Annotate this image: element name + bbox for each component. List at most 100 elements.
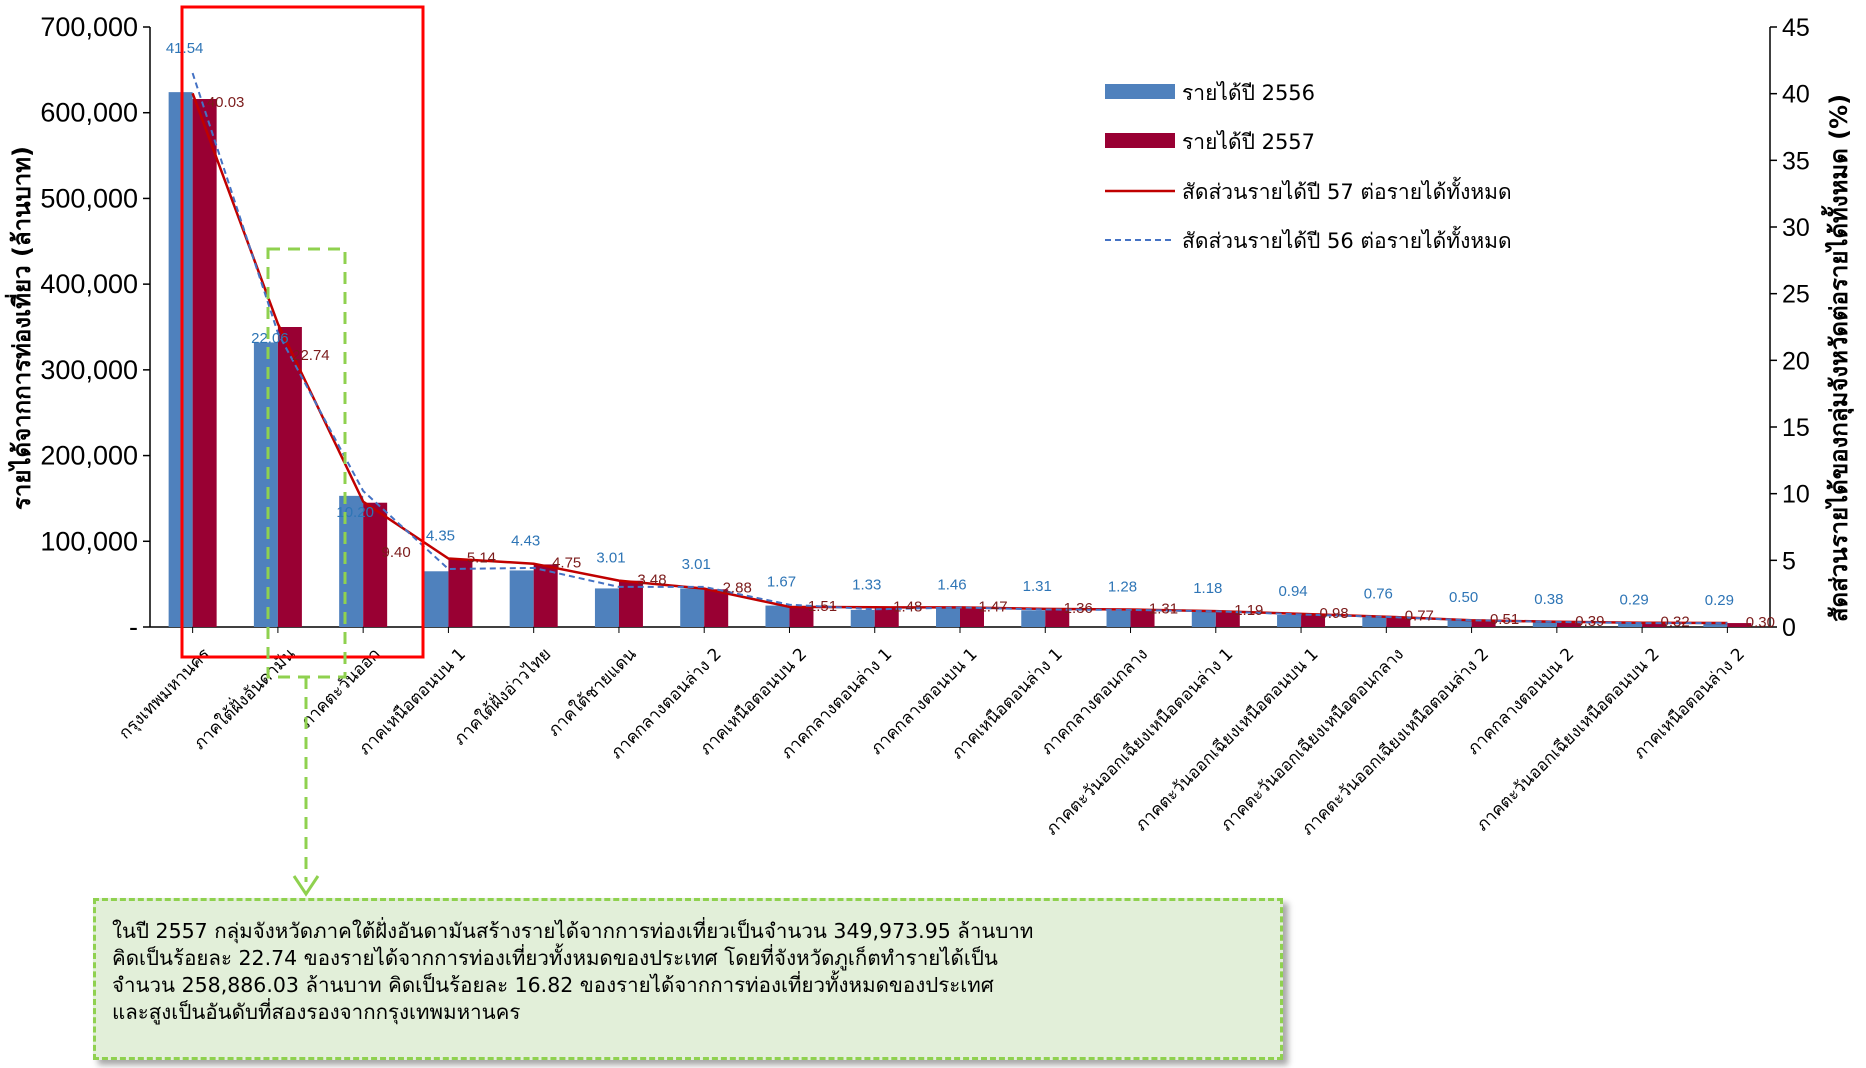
bar-2556 <box>1277 615 1302 627</box>
data-label-56: 0.50 <box>1449 589 1478 606</box>
data-label-56: 1.28 <box>1108 579 1137 596</box>
data-label-56: 0.38 <box>1534 591 1563 608</box>
bar-2557 <box>363 502 388 627</box>
data-label-56: 4.35 <box>426 527 455 544</box>
bar-2557 <box>533 564 558 627</box>
y2-tick-label: 0 <box>1782 614 1796 642</box>
arrow-head-icon <box>292 875 320 897</box>
data-label-57: 40.03 <box>207 94 245 111</box>
data-label-57: 0.98 <box>1319 605 1348 622</box>
revenue-chart: - 100,000 200,000 300,000 400,000 500,000 600,… <box>4 5 1855 897</box>
lines <box>191 72 1728 625</box>
note-line: และสูงเป็นอันดับที่สองรองจากกรุงเทพมหานค… <box>112 1000 521 1024</box>
bar-2557 <box>874 607 899 627</box>
bar-2557 <box>618 580 643 627</box>
bar-2556 <box>1106 610 1131 627</box>
y2-tick-label: 15 <box>1782 414 1810 442</box>
bar-2556 <box>339 495 364 627</box>
bar-2556 <box>850 609 875 627</box>
x-tick-label: ภาคตะวันออกเฉียงเหนือตอนกลาง <box>1217 644 1408 835</box>
bar-2556 <box>509 570 534 627</box>
bar-2556 <box>1447 620 1472 627</box>
data-label-56: 0.29 <box>1620 592 1649 609</box>
y-tick-label: - <box>129 612 138 642</box>
y-tick-label: 300,000 <box>40 355 138 385</box>
data-label-57: 4.75 <box>552 555 581 572</box>
x-tick-label: ภาคตะวันออกเฉียงเหนือตอนล่าง 2 <box>1298 644 1493 839</box>
y2-tick-label: 45 <box>1782 14 1810 42</box>
data-label-56: 0.94 <box>1278 583 1307 600</box>
data-label-56: 1.46 <box>937 576 966 593</box>
data-label-56: 1.67 <box>767 574 796 591</box>
y2-tick-label: 20 <box>1782 347 1810 375</box>
data-label-57: 9.40 <box>382 544 411 561</box>
legend: รายได้ปี 2556 รายได้ปี 2557 สัดส่วนรายได้ป… <box>1105 81 1512 253</box>
legend-swatch-2557 <box>1105 133 1175 148</box>
bar-2556 <box>680 588 705 627</box>
bar-2556 <box>1532 622 1557 627</box>
data-label-57: 1.48 <box>893 598 922 615</box>
y-axis-right: 0 5 10 15 20 25 30 35 40 45 <box>1769 14 1810 642</box>
legend-swatch-2556 <box>1105 84 1175 99</box>
y2-tick-label: 40 <box>1782 81 1810 109</box>
bar-2556 <box>1362 617 1387 627</box>
bar-2556 <box>765 605 790 627</box>
bar-2557 <box>1215 611 1240 627</box>
data-label-56: 3.01 <box>682 556 711 573</box>
data-label-57: 22.74 <box>292 347 330 364</box>
note-line: จำนวน 258,886.03 ล้านบาท คิดเป็นร้อยละ 1… <box>112 973 994 997</box>
y-tick-label: 200,000 <box>40 441 138 471</box>
x-tick-label: ภาคตะวันออกเฉียงเหนือตอนล่าง 1 <box>1042 644 1237 839</box>
legend-label: สัดส่วนรายได้ปี 57 ต่อรายได้ทั้งหมด <box>1182 177 1512 204</box>
y2-tick-label: 30 <box>1782 214 1810 242</box>
line-share-56 <box>191 72 1728 625</box>
y-tick-label: 400,000 <box>40 269 138 299</box>
data-label-57: 1.47 <box>978 598 1007 615</box>
y-axis-left: - 100,000 200,000 300,000 400,000 500,000 600,… <box>40 12 1770 642</box>
data-label-57: 1.36 <box>1064 600 1093 617</box>
bar-2557 <box>448 559 473 627</box>
data-label-56: 0.29 <box>1705 592 1734 609</box>
y-tick-label: 500,000 <box>40 183 138 213</box>
bar-2557 <box>1386 616 1411 627</box>
bar-2556 <box>1618 623 1643 627</box>
data-label-56: 1.18 <box>1193 580 1222 597</box>
annotation-note: ในปี 2557 กลุ่มจังหวัดภาคใต้ฝั่งอันดามัน… <box>93 898 1283 1060</box>
highlights <box>180 5 425 897</box>
highlight-box-top3 <box>180 5 425 659</box>
bar-2557 <box>960 607 984 627</box>
data-label-57: 0.39 <box>1575 613 1604 630</box>
data-label-57: 5.14 <box>467 549 496 566</box>
data-label-57: 3.48 <box>637 572 666 589</box>
bars <box>168 92 1752 627</box>
legend-label: รายได้ปี 2557 <box>1182 130 1315 154</box>
bar-2556 <box>253 342 278 627</box>
bar-2557 <box>704 589 729 627</box>
data-label-57: 1.19 <box>1234 602 1263 619</box>
bar-2557 <box>192 99 217 627</box>
legend-label: สัดส่วนรายได้ปี 56 ต่อรายได้ทั้งหมด <box>1182 226 1512 253</box>
data-label-57: 0.32 <box>1661 614 1690 631</box>
legend-label: รายได้ปี 2556 <box>1182 81 1315 105</box>
bar-2557 <box>1301 614 1326 627</box>
data-label-57: 1.51 <box>808 598 837 615</box>
y-tick-label: 600,000 <box>40 98 138 128</box>
data-label-56: 1.31 <box>1023 578 1052 595</box>
data-label-57: 0.51 <box>1490 611 1519 628</box>
x-tick-label: ภาคตะวันออกเฉียงเหนือตอนบน 2 <box>1473 644 1664 835</box>
bar-2557 <box>1642 622 1667 627</box>
bar-2557 <box>1727 623 1752 627</box>
y2-tick-label: 25 <box>1782 281 1810 309</box>
data-label-57: 1.31 <box>1149 601 1178 618</box>
data-label-56: 41.54 <box>166 40 204 57</box>
bar-2556 <box>936 608 960 627</box>
bar-2556 <box>1191 612 1216 627</box>
y-tick-label: 700,000 <box>40 12 138 42</box>
note-line: คิดเป็นร้อยละ 22.74 ของรายได้จากการท่องเ… <box>112 946 998 970</box>
x-tick-labels: กรุงเทพมหานครภาคใต้ฝั่งอันดามันภาคตะวันอ… <box>115 627 1749 840</box>
bar-2557 <box>1556 621 1581 627</box>
data-label-56: 1.33 <box>852 576 881 593</box>
data-label-56: 4.43 <box>511 533 540 550</box>
bar-2556 <box>1703 623 1728 627</box>
